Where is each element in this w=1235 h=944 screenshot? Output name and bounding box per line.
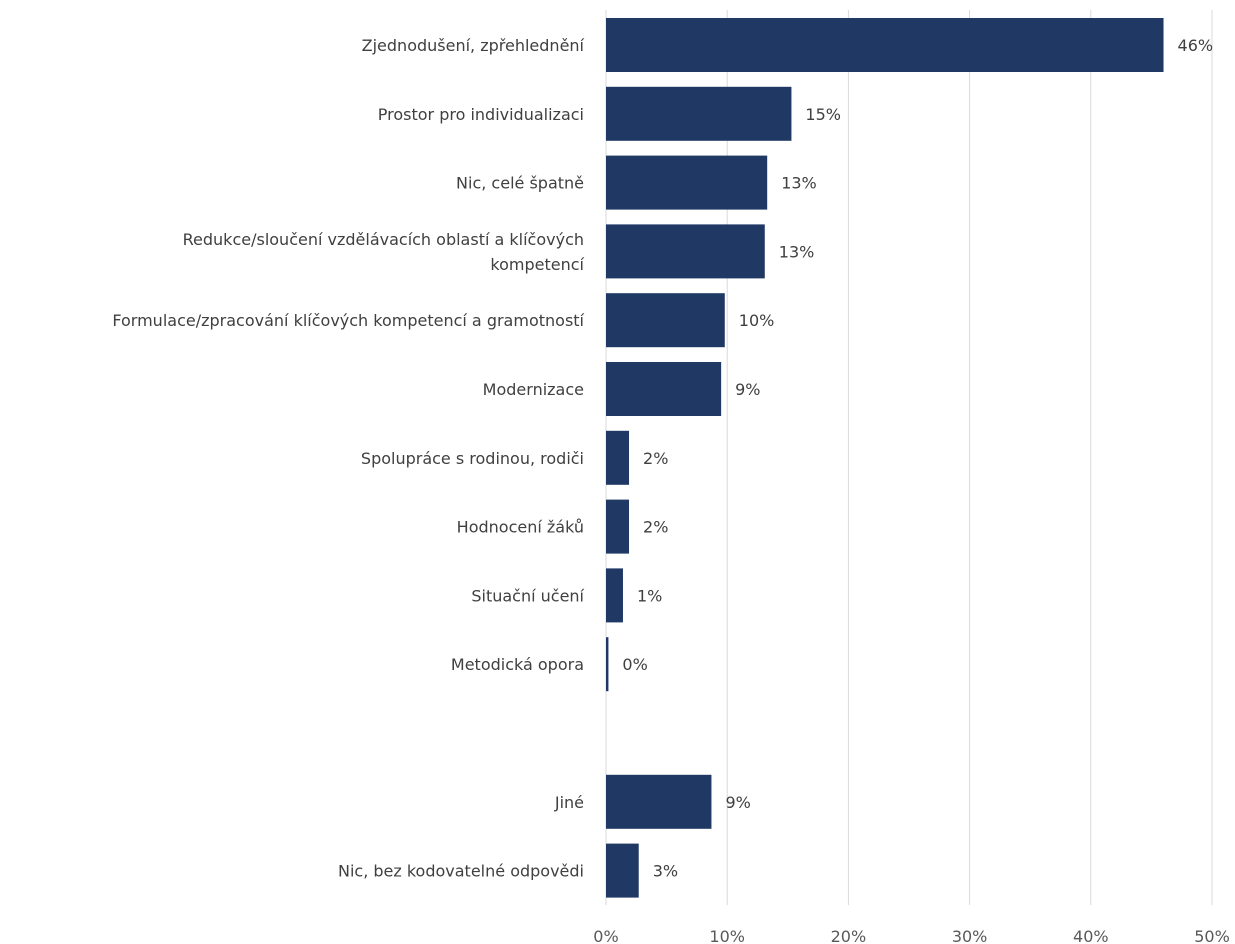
category-label: Prostor pro individualizaci — [378, 105, 584, 124]
data-label: 0% — [622, 655, 647, 674]
category-label: Spolupráce s rodinou, rodiči — [361, 449, 584, 468]
category-label: Zjednodušení, zpřehlednění — [362, 36, 585, 55]
category-label: kompetencí — [490, 255, 584, 274]
data-label: 10% — [739, 311, 775, 330]
bar — [606, 86, 792, 141]
category-label: Situační učení — [471, 586, 584, 605]
data-label: 1% — [637, 586, 662, 605]
bar — [606, 774, 712, 829]
data-label: 15% — [805, 105, 841, 124]
data-label: 2% — [643, 449, 668, 468]
value-labels: 46% 15% 13% 13% 10% 9% 2% 2% 1% 0% 9% 3% — [622, 36, 1213, 881]
bar — [606, 568, 623, 623]
x-axis-ticks: 0% 10% 20% 30% 40% 50% — [593, 927, 1229, 944]
data-label: 9% — [725, 793, 750, 812]
category-label: Redukce/sloučení vzdělávacích oblastí a … — [183, 230, 584, 249]
bar — [606, 430, 630, 485]
x-tick-label: 30% — [952, 927, 988, 944]
category-label: Jiné — [554, 793, 584, 812]
data-label: 46% — [1178, 36, 1214, 55]
x-tick-label: 40% — [1073, 927, 1109, 944]
category-label: Hodnocení žáků — [457, 518, 584, 537]
data-label: 2% — [643, 518, 668, 537]
bar — [606, 155, 768, 210]
bar — [606, 843, 639, 898]
bar — [606, 18, 1164, 72]
data-label: 3% — [653, 862, 678, 881]
bar — [606, 293, 725, 348]
bar — [606, 499, 630, 554]
category-label: Formulace/zpracování klíčových kompetenc… — [112, 311, 584, 330]
category-label: Modernizace — [483, 380, 584, 399]
category-label: Nic, celé špatně — [456, 174, 584, 193]
bar — [606, 224, 765, 279]
bars — [606, 18, 1164, 898]
bar — [606, 362, 722, 416]
data-label: 13% — [779, 242, 815, 261]
gridlines — [605, 10, 1213, 905]
x-tick-label: 10% — [709, 927, 745, 944]
bar — [606, 637, 609, 692]
category-labels: Zjednodušení, zpřehlednění Prostor pro in… — [112, 36, 584, 881]
x-tick-label: 0% — [593, 927, 618, 944]
data-label: 9% — [735, 380, 760, 399]
data-label: 13% — [781, 174, 817, 193]
x-tick-label: 50% — [1194, 927, 1230, 944]
category-label: Nic, bez kodovatelné odpovědi — [338, 862, 584, 881]
category-label: Metodická opora — [451, 655, 584, 674]
x-tick-label: 20% — [831, 927, 867, 944]
